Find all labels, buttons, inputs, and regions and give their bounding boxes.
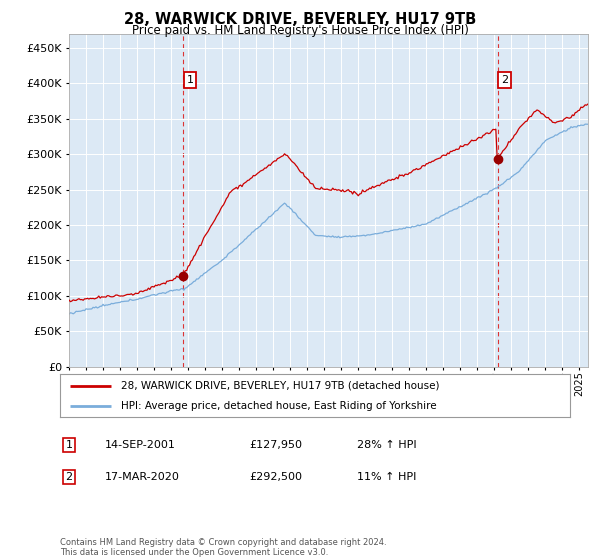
- Text: 1: 1: [65, 440, 73, 450]
- Text: £127,950: £127,950: [249, 440, 302, 450]
- Text: £292,500: £292,500: [249, 472, 302, 482]
- Text: Contains HM Land Registry data © Crown copyright and database right 2024.
This d: Contains HM Land Registry data © Crown c…: [60, 538, 386, 557]
- Text: Price paid vs. HM Land Registry's House Price Index (HPI): Price paid vs. HM Land Registry's House …: [131, 24, 469, 36]
- Text: 28, WARWICK DRIVE, BEVERLEY, HU17 9TB (detached house): 28, WARWICK DRIVE, BEVERLEY, HU17 9TB (d…: [121, 381, 440, 391]
- Text: 2: 2: [501, 75, 508, 85]
- Text: 2: 2: [65, 472, 73, 482]
- Text: 11% ↑ HPI: 11% ↑ HPI: [357, 472, 416, 482]
- Text: 14-SEP-2001: 14-SEP-2001: [105, 440, 176, 450]
- Text: 17-MAR-2020: 17-MAR-2020: [105, 472, 180, 482]
- Text: 28% ↑ HPI: 28% ↑ HPI: [357, 440, 416, 450]
- Text: 28, WARWICK DRIVE, BEVERLEY, HU17 9TB: 28, WARWICK DRIVE, BEVERLEY, HU17 9TB: [124, 12, 476, 27]
- Text: 1: 1: [187, 75, 193, 85]
- Text: HPI: Average price, detached house, East Riding of Yorkshire: HPI: Average price, detached house, East…: [121, 402, 437, 411]
